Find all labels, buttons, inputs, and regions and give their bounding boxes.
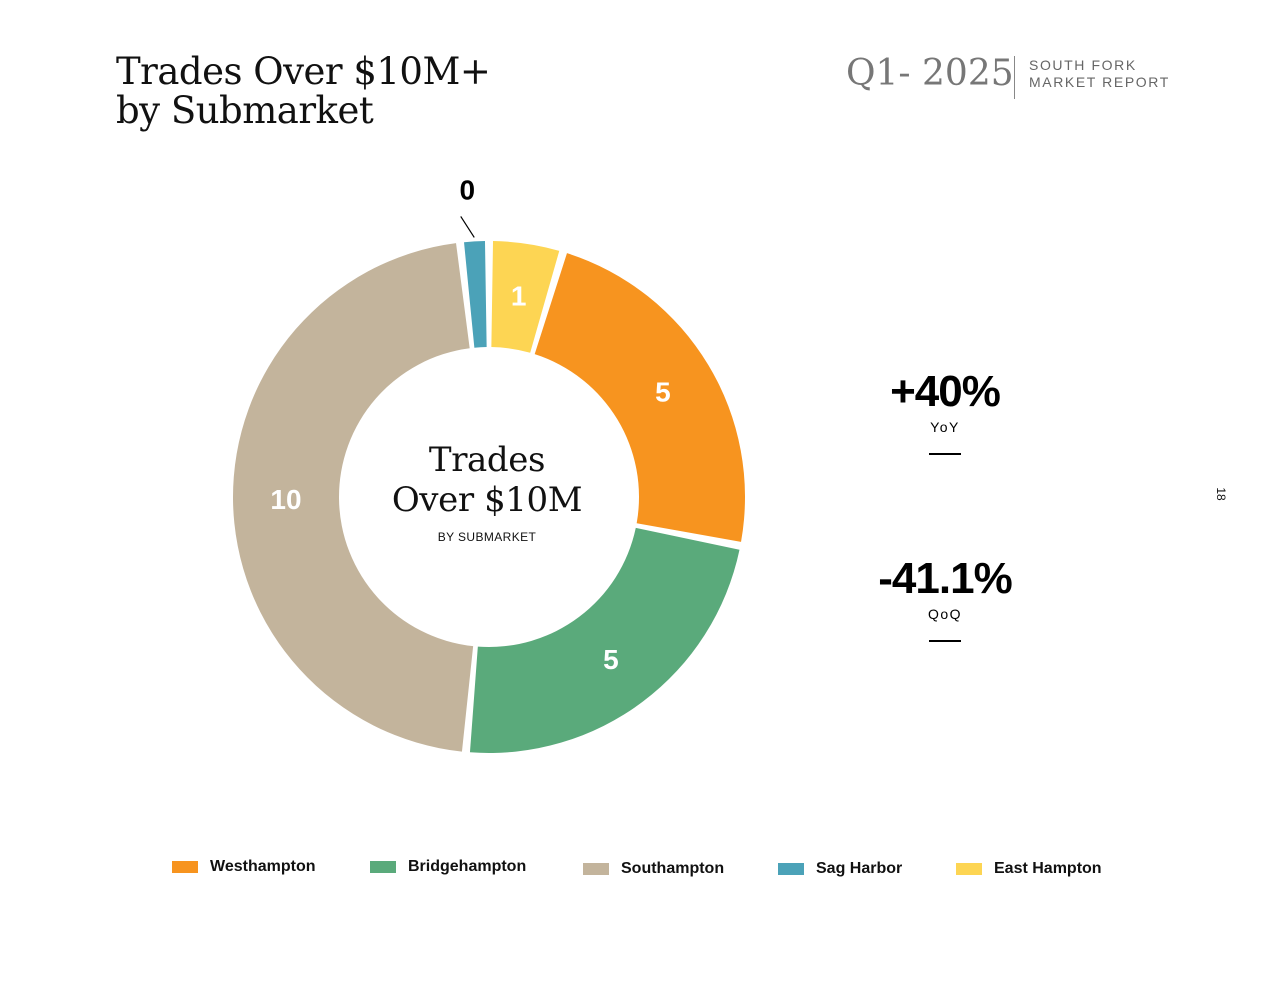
report-label-line1: SOUTH FORK <box>1029 57 1137 73</box>
donut-slice-westhampton <box>534 253 745 542</box>
donut-slice-east-hampton <box>491 241 560 353</box>
donut-label-westhampton: 5 <box>655 377 671 408</box>
legend-swatch-westhampton <box>172 861 198 873</box>
stat-yoy: +40% YoY <box>860 368 1030 455</box>
stat-yoy-value: +40% <box>890 367 1001 416</box>
donut-center-title: Trades Over $10M <box>387 440 587 520</box>
page-title-line1: Trades Over $10M+ <box>116 50 491 93</box>
legend-item-bridgehampton: Bridgehampton <box>370 858 526 876</box>
stat-qoq-rule <box>929 640 961 642</box>
stat-qoq-label: QoQ <box>927 606 963 622</box>
stat-yoy-rule <box>929 453 961 455</box>
stat-qoq-value: -41.1% <box>878 554 1012 603</box>
donut-label-sag-harbor: 0 <box>459 174 475 205</box>
header-divider <box>1014 56 1015 99</box>
legend-label-southampton: Southampton <box>621 860 725 877</box>
donut-slice-southampton <box>233 243 474 752</box>
report-label: SOUTH FORK MARKET REPORT <box>1029 57 1170 91</box>
page-title: Trades Over $10M+ by Submarket <box>116 52 536 130</box>
donut-slice-sag-harbor <box>464 241 487 348</box>
report-label-line2: MARKET REPORT <box>1029 74 1170 90</box>
report-period: Q1- 2025 <box>846 53 1014 94</box>
legend-item-westhampton: Westhampton <box>172 858 315 876</box>
legend-label-east-hampton: East Hampton <box>994 860 1102 877</box>
legend-swatch-southampton <box>583 863 609 875</box>
page-title-line2: by Submarket <box>116 89 374 132</box>
legend-label-sag-harbor: Sag Harbor <box>816 860 903 877</box>
donut-label-bridgehampton: 5 <box>603 644 619 675</box>
stat-qoq: -41.1% QoQ <box>860 555 1030 642</box>
donut-label-southampton: 10 <box>270 484 301 515</box>
donut-label-east-hampton: 1 <box>511 281 527 312</box>
legend-item-east-hampton: East Hampton <box>956 860 1102 878</box>
donut-callout-line-sag-harbor <box>460 216 475 238</box>
legend-swatch-east-hampton <box>956 863 982 875</box>
donut-center-title-line2: Over $10M <box>391 480 583 520</box>
legend-item-southampton: Southampton <box>583 860 724 878</box>
stat-yoy-label: YoY <box>930 419 960 435</box>
legend-label-westhampton: Westhampton <box>210 858 316 875</box>
legend-item-sag-harbor: Sag Harbor <box>778 860 902 878</box>
donut-center-subtitle: BY SUBMARKET <box>437 530 537 544</box>
legend-swatch-bridgehampton <box>370 861 396 873</box>
legend-label-bridgehampton: Bridgehampton <box>408 858 527 875</box>
donut-center-title-line1: Trades <box>428 440 546 480</box>
page-number: 18 <box>1214 487 1228 501</box>
legend-swatch-sag-harbor <box>778 863 804 875</box>
donut-slice-bridgehampton <box>469 527 740 753</box>
